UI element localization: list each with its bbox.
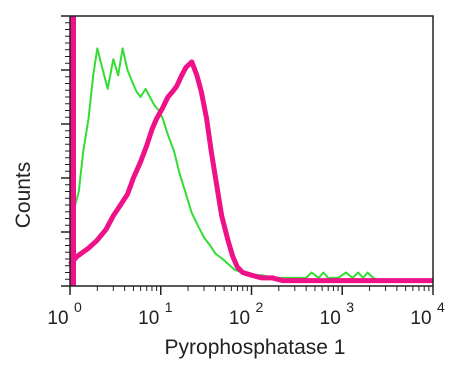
y-axis-label: Counts <box>12 162 35 229</box>
x-tick-exponent: 4 <box>437 299 445 315</box>
y-axis-ticks <box>61 15 70 287</box>
axes-layer: 10 0 10 1 10 2 10 3 10 4 <box>47 15 445 329</box>
series-layer <box>68 16 433 286</box>
x-tick-exponent: 1 <box>165 299 173 315</box>
x-axis-ticks: 10 0 10 1 10 2 10 3 10 4 <box>47 286 445 329</box>
x-tick-label: 10 <box>229 308 250 329</box>
x-tick-exponent: 0 <box>74 299 82 315</box>
series-line-1 <box>69 47 433 282</box>
x-axis-label: Pyrophosphatase 1 <box>165 336 346 359</box>
series-line-2 <box>68 59 433 284</box>
x-tick-label: 10 <box>410 308 431 329</box>
x-tick-label: 10 <box>47 308 68 329</box>
x-tick-label: 10 <box>320 308 341 329</box>
x-tick-exponent: 2 <box>256 299 264 315</box>
x-tick-label: 10 <box>138 308 159 329</box>
x-tick-exponent: 3 <box>346 299 354 315</box>
